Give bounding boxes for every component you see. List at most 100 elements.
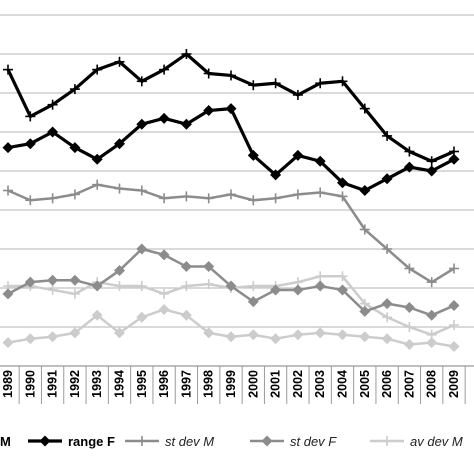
data-point [24, 276, 36, 288]
data-point [292, 89, 303, 100]
data-point [203, 193, 214, 204]
data-point [203, 327, 215, 339]
data-point [47, 284, 58, 295]
series-range-M [3, 49, 459, 167]
x-tick-label: 1996 [157, 370, 171, 398]
data-point [159, 288, 170, 299]
data-point [359, 185, 371, 196]
x-tick-label: 2003 [313, 370, 327, 398]
x-tick-label: 1991 [46, 370, 60, 398]
data-point [381, 173, 393, 185]
data-point [337, 76, 348, 87]
legend-entry: av dev M [370, 434, 463, 449]
data-point [381, 333, 393, 345]
data-point [114, 138, 125, 150]
data-point [91, 153, 103, 165]
data-point [382, 130, 393, 141]
data-point [292, 189, 303, 200]
x-tick-label: 1989 [1, 370, 15, 398]
data-point [69, 84, 80, 95]
data-point [136, 118, 148, 130]
data-point [180, 261, 192, 273]
data-point [314, 280, 326, 292]
data-point [158, 303, 170, 315]
data-point [247, 149, 259, 161]
data-point [426, 277, 437, 288]
data-point [136, 185, 147, 196]
data-point [359, 103, 370, 114]
data-point [47, 193, 58, 204]
legend-entry: st dev M [125, 434, 214, 449]
data-point [180, 118, 192, 130]
data-point [181, 191, 192, 202]
x-tick-label: 2005 [358, 370, 372, 398]
data-point [203, 261, 215, 273]
data-point [403, 339, 415, 351]
x-tick-label: 1993 [90, 370, 104, 398]
series-layer [2, 49, 460, 352]
legend-entry: M [0, 434, 11, 449]
data-point [337, 271, 348, 282]
data-point [114, 56, 125, 67]
data-point [382, 312, 393, 323]
x-axis-tick-labels: 1989 1990 1991 1992 1993 1994 1995 1996 1997 1998… [1, 370, 461, 398]
data-point [381, 298, 393, 310]
grid-lines [0, 14, 474, 404]
data-point [337, 284, 348, 296]
data-point [92, 64, 103, 75]
data-point [426, 165, 438, 177]
data-point [359, 305, 371, 317]
data-point [25, 111, 36, 122]
data-point [337, 329, 348, 341]
data-point [47, 126, 59, 138]
data-point [158, 249, 170, 261]
legend-label: st dev F [290, 434, 337, 449]
data-point [226, 70, 236, 81]
data-point [226, 189, 236, 200]
data-point [449, 320, 459, 331]
data-point [47, 99, 58, 110]
x-tick-label: 1999 [224, 370, 238, 398]
data-point [448, 300, 460, 312]
data-point [247, 296, 259, 308]
data-point [426, 309, 438, 321]
data-point [2, 337, 14, 349]
data-point [136, 311, 148, 323]
data-point [2, 288, 14, 300]
data-point [248, 80, 259, 91]
data-point [382, 244, 393, 254]
data-point [136, 76, 147, 87]
data-point [270, 333, 282, 345]
data-point [225, 280, 237, 292]
data-point [2, 142, 14, 154]
x-tick-label: 1997 [179, 370, 193, 398]
series-st-dev-F [2, 243, 460, 321]
data-point [3, 185, 13, 196]
data-point [203, 68, 214, 79]
legend-label: st dev M [165, 434, 214, 449]
data-point [91, 280, 103, 292]
legend-entry: range F [28, 434, 115, 449]
legend-marker [261, 435, 273, 447]
x-tick-label: 1992 [68, 370, 82, 398]
data-point [404, 263, 415, 274]
data-point [337, 177, 348, 189]
data-point [426, 329, 437, 340]
data-point [203, 279, 214, 290]
data-point [69, 274, 81, 286]
data-point [315, 187, 326, 198]
legend-label: M [0, 434, 11, 449]
data-point [449, 146, 459, 157]
data-point [69, 288, 80, 299]
data-point [158, 112, 170, 124]
data-point [203, 105, 215, 117]
data-point [3, 64, 13, 75]
data-point [114, 264, 125, 276]
data-point [248, 281, 259, 292]
x-tick-label: 2009 [447, 370, 461, 398]
legend-entry: st dev F [250, 434, 337, 449]
data-point [181, 49, 192, 59]
data-point [292, 149, 304, 161]
